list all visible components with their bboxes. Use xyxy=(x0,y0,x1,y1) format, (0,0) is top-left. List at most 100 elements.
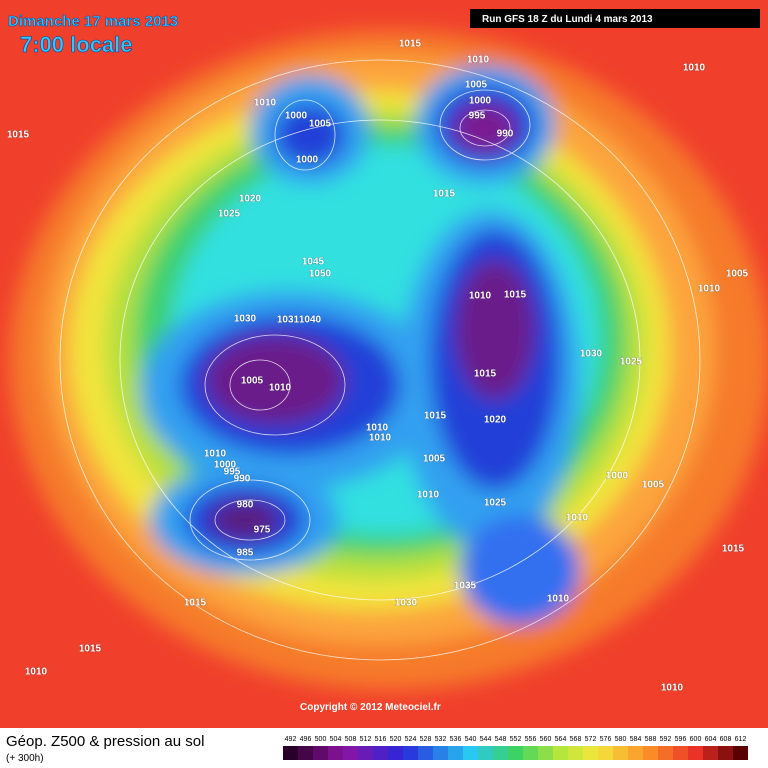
isobar-label: 995 xyxy=(224,467,241,478)
legend-label: 584 xyxy=(630,736,642,743)
legend-swatch xyxy=(478,746,493,760)
legend-swatch xyxy=(523,746,538,760)
isobar-label: 1010 xyxy=(25,667,48,678)
legend-swatch xyxy=(403,746,418,760)
legend-label: 496 xyxy=(300,736,312,743)
isobar-label: 1050 xyxy=(309,269,332,280)
isobar-label: 1000 xyxy=(214,460,237,471)
legend-label: 568 xyxy=(570,736,582,743)
legend-swatch xyxy=(673,746,688,760)
legend-label: 536 xyxy=(450,736,462,743)
legend-swatch xyxy=(553,746,568,760)
legend-swatch xyxy=(688,746,703,760)
legend: 492 496 500 504 508 512 516 520 524 528 532 536 540 5… xyxy=(283,736,748,760)
legend-label: 516 xyxy=(375,736,387,743)
run-box xyxy=(470,9,760,28)
isobar-label: 1015 xyxy=(722,544,745,555)
isobar-label: 1015 xyxy=(424,411,447,422)
legend-swatch xyxy=(388,746,403,760)
legend-label: 492 xyxy=(285,736,297,743)
legend-swatch xyxy=(343,746,358,760)
isobar-label: 990 xyxy=(234,474,251,485)
legend-swatch xyxy=(283,746,298,760)
legend-label: 556 xyxy=(525,736,537,743)
isobar-label: 990 xyxy=(497,129,514,140)
isobar xyxy=(59,59,701,661)
legend-label: 572 xyxy=(585,736,597,743)
legend-swatch xyxy=(733,746,748,760)
legend-swatch xyxy=(628,746,643,760)
isobar-label: 1010 xyxy=(566,513,589,524)
isobar-label: 1005 xyxy=(423,454,446,465)
field-band xyxy=(275,105,345,165)
legend-swatch xyxy=(643,746,658,760)
copyright: Copyright © 2012 Meteociel.fr xyxy=(300,702,441,713)
legend-label: 528 xyxy=(420,736,432,743)
footer-title: Géop. Z500 & pression au sol xyxy=(6,733,204,750)
isobar-label: 1005 xyxy=(241,376,264,387)
legend-label: 540 xyxy=(465,736,477,743)
isobar-label: 1030 xyxy=(234,314,257,325)
isobar-label: 1010 xyxy=(661,683,684,694)
legend-swatch xyxy=(538,746,553,760)
isobar xyxy=(459,109,511,147)
legend-swatch xyxy=(463,746,478,760)
isobar-label: 1035 xyxy=(454,581,477,592)
map-time: 7:00 locale xyxy=(20,32,133,57)
legend-swatch xyxy=(373,746,388,760)
isobar-label: 1000 xyxy=(469,96,492,107)
legend-swatch xyxy=(493,746,508,760)
isobar-label: 1010 xyxy=(469,291,492,302)
legend-swatch xyxy=(508,746,523,760)
legend-swatch xyxy=(448,746,463,760)
isobar-label: 1000 xyxy=(285,111,308,122)
isobar-labels: 1015101010101005100099599010101000100510… xyxy=(6,38,749,694)
legend-label: 600 xyxy=(690,736,702,743)
isobar-label: 1010 xyxy=(254,98,277,109)
legend-swatch xyxy=(613,746,628,760)
field-band xyxy=(455,260,535,400)
legend-label: 576 xyxy=(600,736,612,743)
isobar-label: 1015 xyxy=(7,130,30,141)
legend-label: 560 xyxy=(540,736,552,743)
isobar-label: 1040 xyxy=(299,315,322,326)
map-date: Dimanche 17 mars 2013 xyxy=(8,13,178,30)
isobar-label: 1005 xyxy=(642,480,665,491)
isobar-label: 1010 xyxy=(204,449,227,460)
isobar xyxy=(439,89,531,161)
geopotential-field xyxy=(10,30,768,690)
legend-label: 596 xyxy=(675,736,687,743)
isobar-label: 1010 xyxy=(547,594,570,605)
isobar-label: 975 xyxy=(254,525,271,536)
isobar-label: 1015 xyxy=(504,290,527,301)
legend-label: 592 xyxy=(660,736,672,743)
isobar-label: 995 xyxy=(469,111,486,122)
isobar-label: 1010 xyxy=(698,284,721,295)
isobar-label: 1015 xyxy=(399,39,422,50)
legend-label: 508 xyxy=(345,736,357,743)
isobar-label: 1005 xyxy=(726,269,749,280)
isobar-label: 1010 xyxy=(366,423,389,434)
legend-label: 552 xyxy=(510,736,522,743)
isobar xyxy=(214,499,286,541)
isobar-label: 1010 xyxy=(683,63,706,74)
isobar-label: 1015 xyxy=(433,189,456,200)
legend-swatch xyxy=(298,746,313,760)
isobar-label: 1020 xyxy=(484,415,507,426)
isobar xyxy=(189,479,311,561)
isobar-label: 1025 xyxy=(620,357,643,368)
legend-swatch xyxy=(328,746,343,760)
footer-lead: (+ 300h) xyxy=(6,753,44,764)
legend-label: 520 xyxy=(390,736,402,743)
isobar xyxy=(229,359,291,411)
isobar-label: 1025 xyxy=(484,498,507,509)
run-info: Run GFS 18 Z du Lundi 4 mars 2013 xyxy=(482,14,653,25)
legend-label: 524 xyxy=(405,736,417,743)
legend-swatch xyxy=(703,746,718,760)
isobar-label: 1000 xyxy=(296,155,319,166)
legend-swatch xyxy=(583,746,598,760)
legend-label: 564 xyxy=(555,736,567,743)
field-band xyxy=(460,515,580,625)
legend-label: 548 xyxy=(495,736,507,743)
